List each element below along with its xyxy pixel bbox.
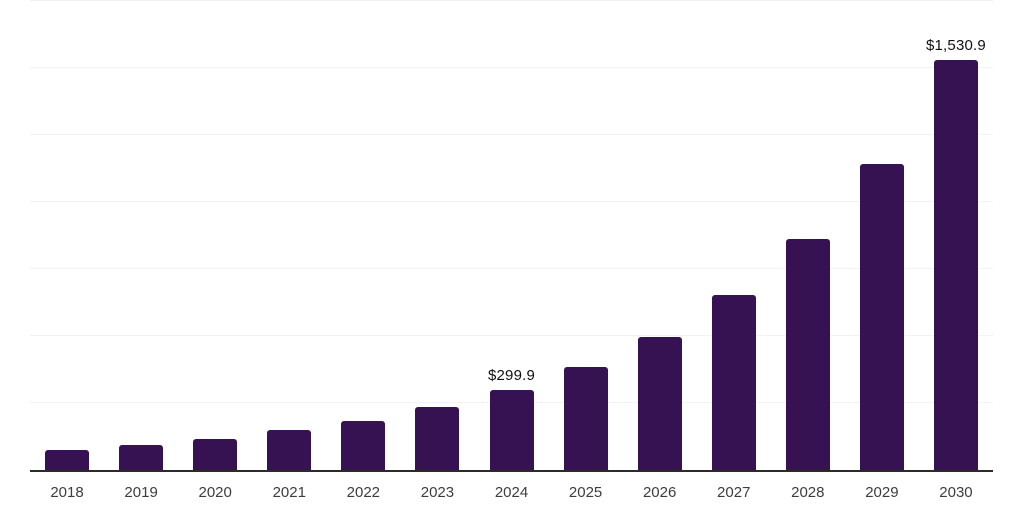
bars-container: $299.9 $1,530.9 [30, 1, 993, 470]
bar-2019 [119, 444, 164, 470]
gridline [30, 201, 993, 202]
bar-2028 [785, 239, 830, 470]
bar-2027 [711, 294, 756, 470]
bar-2018 [45, 449, 90, 470]
band-2028 [771, 1, 845, 470]
band-2020 [178, 1, 252, 470]
data-label-2030: $1,530.9 [925, 36, 986, 54]
band-2025 [549, 1, 623, 470]
gridline [30, 268, 993, 269]
band-2026 [623, 1, 697, 470]
band-2018 [30, 1, 104, 470]
bar-2023 [415, 407, 460, 470]
bar-2022 [341, 420, 386, 470]
x-tick-2024: 2024 [494, 484, 529, 501]
x-tick-2030: 2030 [939, 484, 973, 501]
x-tick-2028: 2028 [791, 484, 825, 501]
x-tick-2027: 2027 [717, 484, 751, 501]
x-tick-2018: 2018 [50, 484, 84, 501]
band-2027 [697, 1, 771, 470]
band-2030: $1,530.9 [919, 1, 993, 470]
plot-area: $299.9 $1,530.9 [30, 0, 993, 472]
x-tick-2019: 2019 [124, 484, 158, 501]
x-tick-2025: 2025 [568, 484, 603, 501]
band-2022 [326, 1, 400, 470]
bar-2029 [859, 163, 904, 470]
x-tick-2023: 2023 [420, 484, 455, 501]
bar-2020 [193, 438, 238, 470]
gridline [30, 335, 993, 336]
gridline [30, 0, 993, 1]
x-tick-2020: 2020 [198, 484, 232, 501]
x-tick-2022: 2022 [346, 484, 381, 501]
band-2021 [252, 1, 326, 470]
bar-2021 [267, 430, 312, 470]
bar-2030 [933, 59, 978, 470]
gridline [30, 67, 993, 68]
gridline [30, 134, 993, 135]
band-2029 [845, 1, 919, 470]
x-tick-2029: 2029 [865, 484, 899, 501]
x-tick-2026: 2026 [642, 484, 677, 501]
bar-2025 [563, 367, 608, 470]
x-axis-labels: 2018 2019 2020 2021 2022 2023 2024 2025 2026 2027… [30, 483, 993, 503]
bar-2024 [489, 389, 534, 470]
band-2024: $299.9 [474, 1, 548, 470]
x-tick-2021: 2021 [272, 484, 306, 501]
data-label-2024: $299.9 [487, 366, 536, 384]
band-2023 [400, 1, 474, 470]
band-2019 [104, 1, 178, 470]
bar-2026 [637, 336, 682, 470]
